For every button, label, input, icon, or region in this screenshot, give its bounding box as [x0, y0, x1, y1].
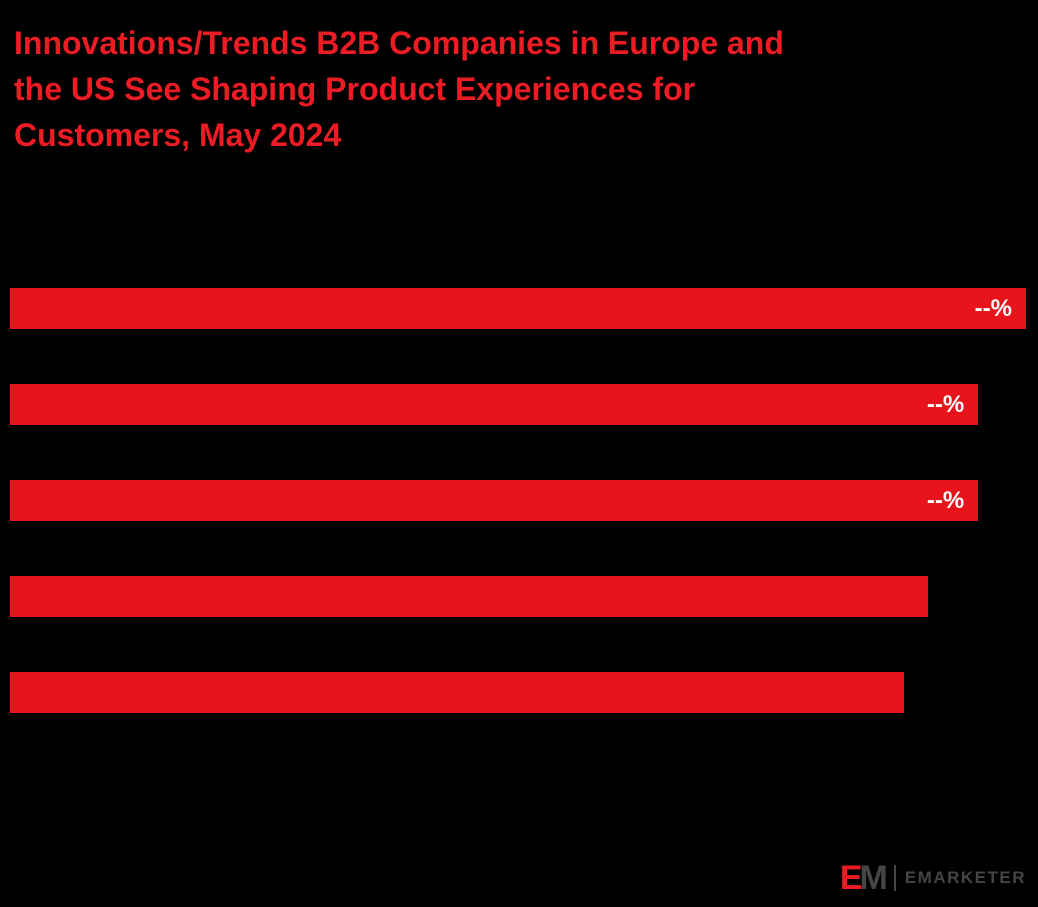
bar-row: --% [10, 384, 1026, 425]
bar: --% [10, 288, 1026, 329]
emarketer-wordmark: EMARKETER [904, 868, 1026, 887]
bar [10, 576, 929, 617]
chart-title: Innovations/Trends B2B Companies in Euro… [14, 20, 974, 158]
bar-chart: --% --% --% [10, 288, 1026, 768]
bar-value-label: --% [974, 294, 1012, 322]
bar-value-label: --% [926, 486, 965, 514]
logo-divider [893, 865, 896, 891]
chart-title-line: Innovations/Trends B2B Companies in Euro… [14, 25, 784, 61]
chart-title-line: the US See Shaping Product Experiences f… [14, 71, 696, 107]
bar-row [10, 672, 1026, 713]
monogram-m: M [859, 859, 888, 897]
bar-value-label: --% [926, 390, 965, 418]
monogram-e: E [839, 859, 863, 897]
bar-row: --% [10, 288, 1026, 329]
bar-row: --% [10, 480, 1026, 521]
chart-title-line: Customers, May 2024 [14, 117, 342, 153]
emarketer-monogram: EM [839, 859, 888, 897]
bar [10, 672, 905, 713]
emarketer-logo: EM EMARKETER [840, 861, 1026, 895]
bar-row [10, 576, 1026, 617]
bar: --% [10, 480, 979, 521]
bar: --% [10, 384, 979, 425]
